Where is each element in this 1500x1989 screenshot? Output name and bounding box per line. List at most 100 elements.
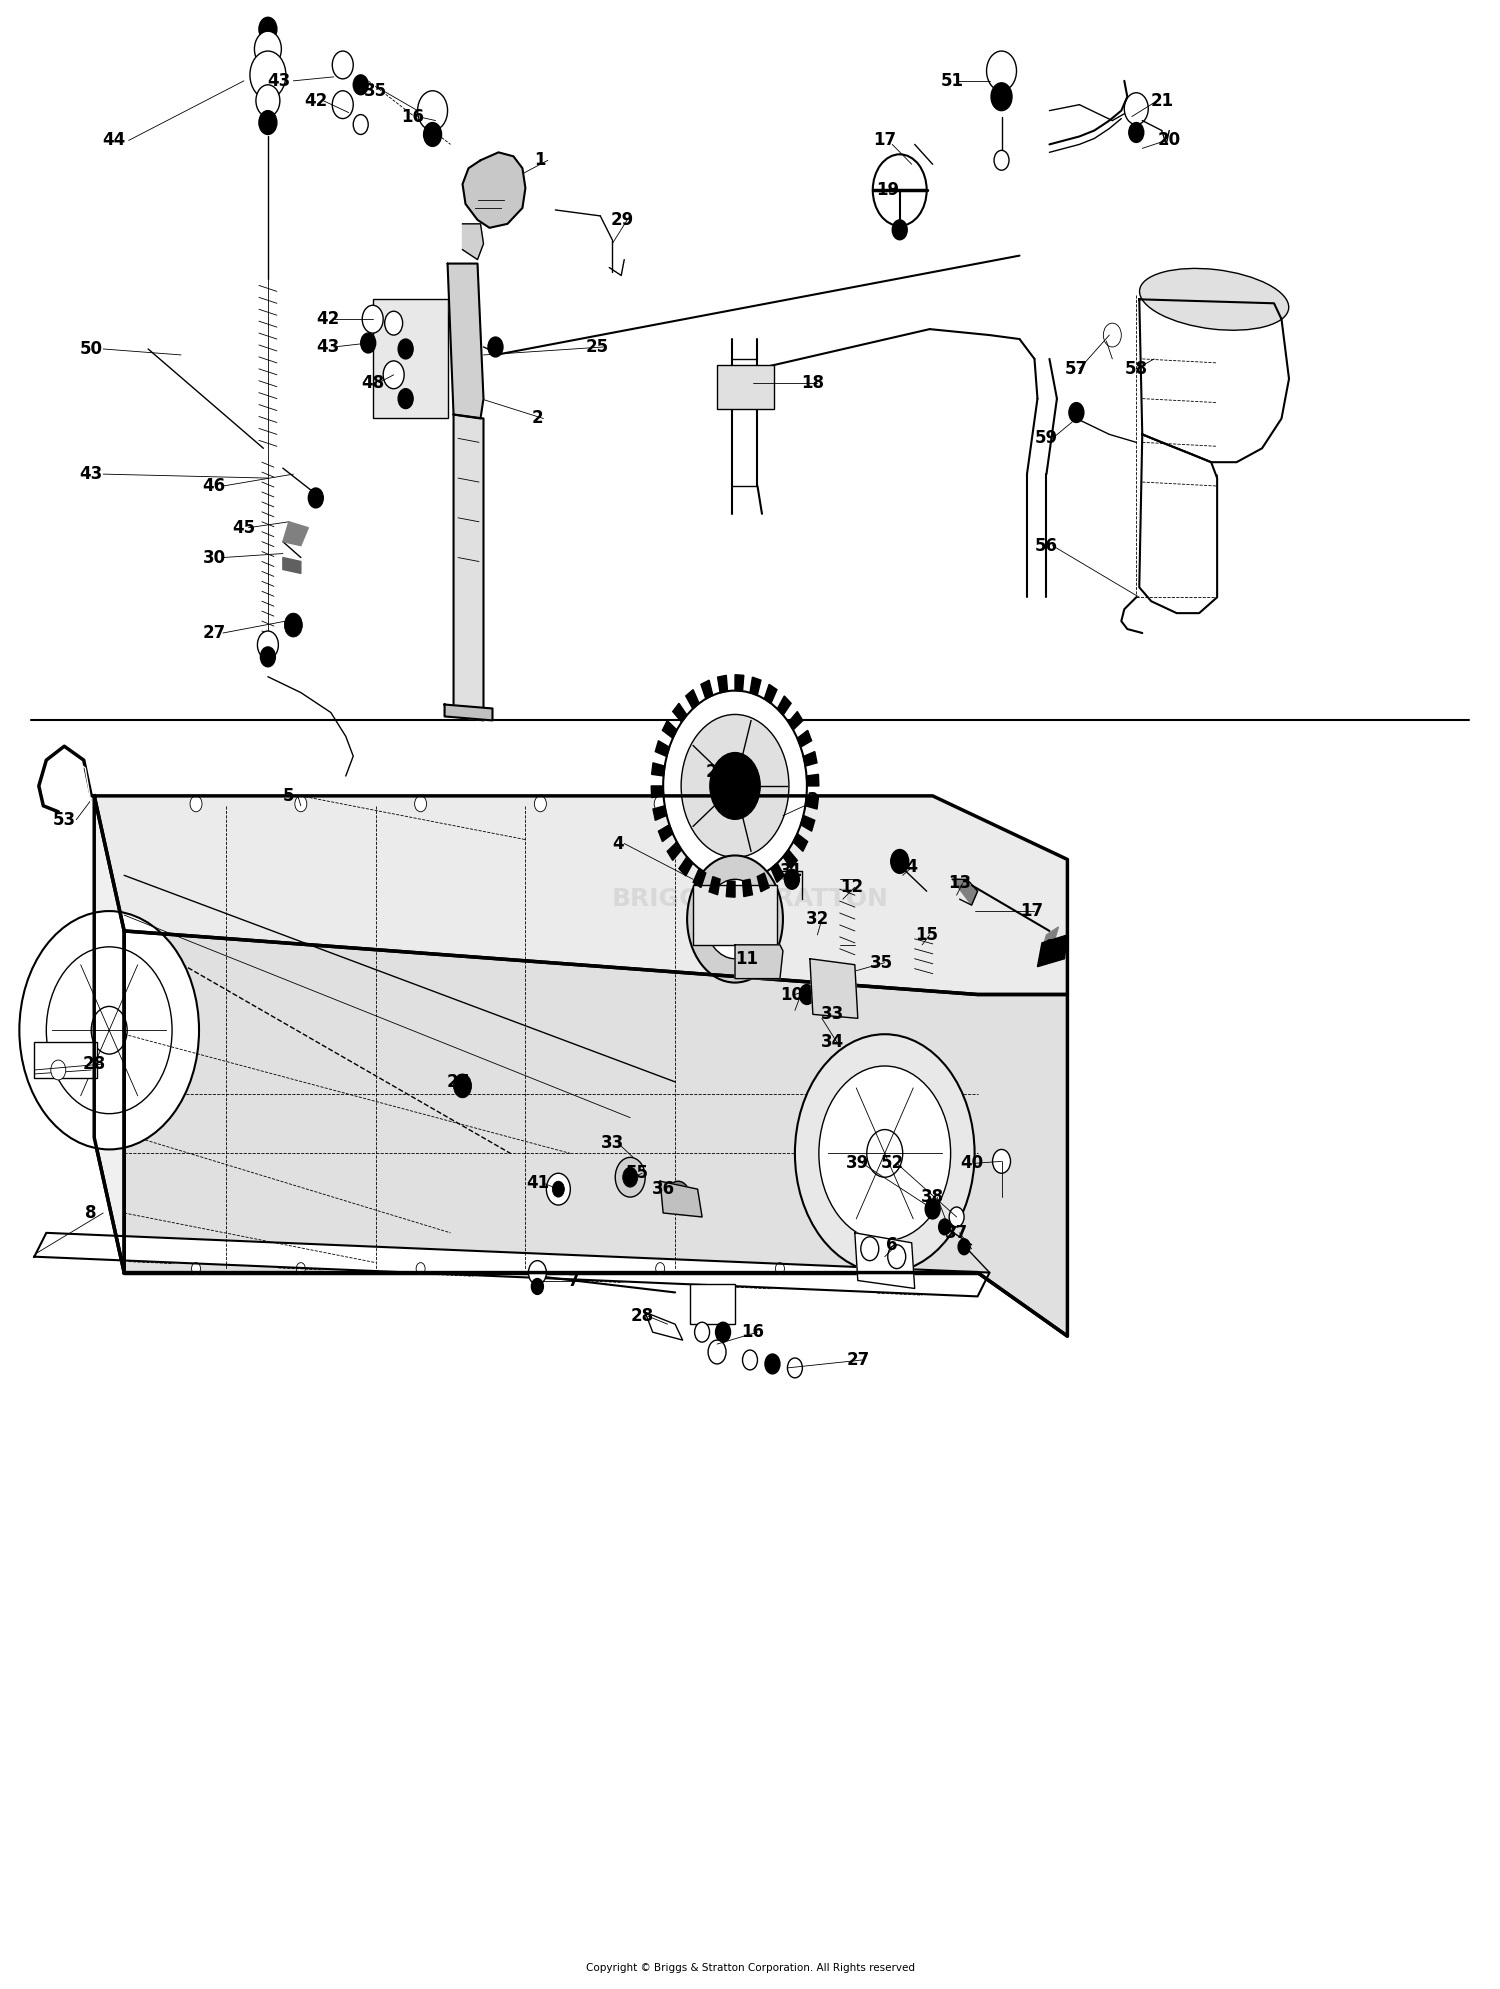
Text: 30: 30 [202, 549, 225, 567]
Circle shape [926, 1199, 940, 1219]
Polygon shape [645, 1313, 682, 1341]
Circle shape [987, 52, 1017, 91]
Text: 7: 7 [567, 1271, 579, 1289]
Polygon shape [284, 557, 302, 573]
Text: 42: 42 [304, 91, 327, 109]
Circle shape [423, 123, 441, 147]
Circle shape [888, 1245, 906, 1269]
Polygon shape [735, 945, 783, 979]
Circle shape [716, 1323, 730, 1343]
Polygon shape [680, 857, 693, 875]
Circle shape [260, 111, 278, 135]
Text: 40: 40 [960, 1154, 982, 1172]
Circle shape [615, 1158, 645, 1197]
Text: 15: 15 [915, 927, 938, 945]
Text: 9: 9 [1044, 939, 1056, 957]
Circle shape [663, 690, 807, 881]
Polygon shape [700, 680, 712, 698]
Polygon shape [672, 704, 687, 722]
Text: 21: 21 [1150, 91, 1173, 109]
Text: 33: 33 [821, 1004, 844, 1024]
Text: 28: 28 [82, 1054, 106, 1072]
Circle shape [891, 849, 909, 873]
Circle shape [382, 360, 404, 388]
Text: 51: 51 [940, 72, 963, 90]
Text: 20: 20 [1158, 131, 1180, 149]
Text: 34: 34 [821, 1032, 844, 1050]
Text: 19: 19 [876, 181, 900, 199]
Text: 27: 27 [447, 1072, 470, 1090]
Polygon shape [765, 684, 777, 704]
Polygon shape [798, 730, 812, 748]
Circle shape [1070, 402, 1084, 422]
Circle shape [261, 646, 276, 666]
Text: 17: 17 [1020, 903, 1042, 921]
Circle shape [694, 1323, 709, 1343]
Text: 35: 35 [364, 82, 387, 99]
Text: 56: 56 [1035, 537, 1058, 555]
Text: 43: 43 [80, 465, 104, 483]
Text: 6: 6 [886, 1235, 898, 1253]
Circle shape [536, 1263, 544, 1275]
Text: 36: 36 [651, 1179, 675, 1197]
Text: 58: 58 [1125, 360, 1148, 378]
Circle shape [309, 487, 324, 507]
Circle shape [873, 155, 927, 227]
Text: 43: 43 [267, 72, 290, 90]
Circle shape [190, 796, 202, 812]
Circle shape [531, 1279, 543, 1295]
Circle shape [255, 32, 282, 68]
Text: 57: 57 [1065, 360, 1088, 378]
Text: 43: 43 [316, 338, 339, 356]
Circle shape [958, 1239, 970, 1255]
Circle shape [813, 963, 831, 987]
Bar [717, 364, 774, 408]
Polygon shape [284, 521, 309, 545]
Text: 42: 42 [316, 310, 339, 328]
Text: 55: 55 [626, 1164, 650, 1181]
Circle shape [813, 987, 831, 1010]
Text: 8: 8 [86, 1203, 98, 1221]
Circle shape [251, 52, 286, 99]
Text: 32: 32 [806, 911, 830, 929]
Bar [34, 1042, 98, 1078]
Bar [690, 1285, 735, 1325]
Circle shape [993, 1150, 1011, 1174]
Text: 11: 11 [735, 951, 759, 969]
Polygon shape [855, 1233, 915, 1289]
Polygon shape [444, 704, 492, 720]
Text: 4: 4 [612, 835, 624, 853]
Text: 50: 50 [80, 340, 102, 358]
Circle shape [1104, 322, 1122, 346]
Polygon shape [651, 764, 664, 776]
Text: 53: 53 [53, 812, 76, 829]
Text: 2: 2 [531, 410, 543, 428]
Polygon shape [660, 1181, 702, 1217]
Circle shape [453, 1074, 471, 1098]
Circle shape [992, 84, 1012, 111]
Circle shape [1130, 123, 1144, 143]
Text: 10: 10 [780, 985, 804, 1004]
Circle shape [765, 1355, 780, 1374]
Polygon shape [663, 720, 676, 738]
Text: 18: 18 [801, 374, 825, 392]
Circle shape [784, 869, 800, 889]
Text: 48: 48 [362, 374, 384, 392]
Polygon shape [735, 674, 744, 690]
Circle shape [867, 1130, 903, 1177]
Polygon shape [651, 786, 663, 798]
Polygon shape [794, 833, 807, 851]
Circle shape [528, 1261, 546, 1285]
Circle shape [687, 855, 783, 983]
Text: 13: 13 [948, 875, 970, 893]
Text: 44: 44 [102, 131, 126, 149]
Polygon shape [742, 879, 753, 897]
Text: Copyright © Briggs & Stratton Corporation. All Rights reserved: Copyright © Briggs & Stratton Corporatio… [585, 1963, 915, 1973]
Text: 16: 16 [741, 1323, 765, 1341]
Text: 27: 27 [846, 1351, 870, 1368]
Polygon shape [658, 825, 674, 841]
Polygon shape [807, 774, 819, 786]
Circle shape [654, 796, 666, 812]
Circle shape [720, 899, 750, 939]
Polygon shape [447, 265, 483, 418]
